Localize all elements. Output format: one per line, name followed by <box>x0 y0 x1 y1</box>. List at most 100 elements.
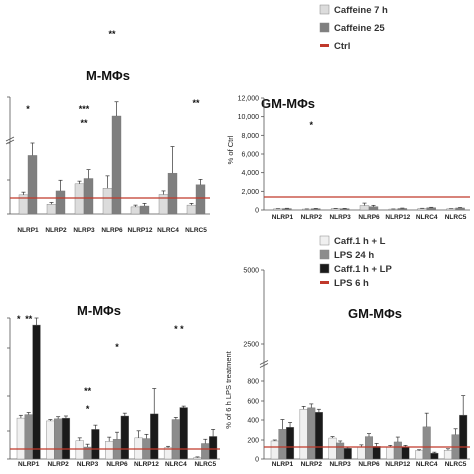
bar <box>195 184 206 215</box>
bar <box>179 407 188 460</box>
bar <box>299 409 308 460</box>
category-label: NLRP12 <box>134 461 159 468</box>
bar <box>150 413 159 460</box>
legend-swatch <box>319 249 330 260</box>
bar <box>415 450 424 460</box>
legend-swatch <box>319 263 330 274</box>
significance-marker: ** <box>25 314 33 324</box>
bar <box>61 417 71 460</box>
bar <box>102 188 113 215</box>
y-tick-label: 0 <box>255 457 259 464</box>
significance-marker: * <box>310 120 314 130</box>
panel-m-mphi-lps: M-MΦs NLRP1 NLRP2 NLRP3 NLRP6 NLRP12 NLRC4 NLRC… <box>7 303 220 468</box>
legend-bottom: Caff.1 h + L LPS 24 h Caff.1 h + LP LPS 6 h <box>319 235 392 289</box>
bar <box>91 429 100 460</box>
bar <box>393 441 402 460</box>
significance-marker: * <box>17 314 21 324</box>
bar <box>422 426 431 460</box>
category-label: NLRP12 <box>385 214 410 221</box>
bar <box>83 178 94 215</box>
significance-marker: ** <box>84 386 92 396</box>
bar <box>401 447 410 460</box>
bar <box>167 172 178 215</box>
bar <box>54 418 63 460</box>
bar <box>27 155 38 215</box>
y-tick-label: 400 <box>247 418 259 425</box>
bar <box>282 208 292 211</box>
y-tick-label: 0 <box>255 208 259 215</box>
bar <box>120 415 129 460</box>
significance-marker: ** <box>80 118 88 128</box>
legend-label: LPS 24 h <box>334 250 374 261</box>
panel-gm-mphi-lps: GM-MΦs 5000 2500 800 600 400 200 0 % of 6 h LPS … <box>224 268 470 468</box>
bar <box>105 441 114 460</box>
y-tick-label: 2500 <box>243 342 259 349</box>
legend-swatch <box>319 4 330 15</box>
bar <box>311 208 321 211</box>
bar <box>278 429 287 460</box>
significance-marker: * <box>180 324 184 334</box>
bar <box>357 446 366 460</box>
y-axis-label: % of Ctrl <box>226 135 235 164</box>
legend-label: Caff.1 h + L <box>334 236 386 247</box>
bar <box>368 206 379 211</box>
bar <box>459 414 468 460</box>
axis-break-mark <box>5 136 15 142</box>
bar <box>372 446 381 460</box>
category-label: NLRC4 <box>416 214 438 221</box>
category-label: NLRP6 <box>106 461 128 468</box>
category-label: NLRP3 <box>77 461 99 468</box>
category-label: NLRP2 <box>301 461 323 468</box>
y-tick-label: 4,000 <box>241 170 259 177</box>
panel-title: GM-MΦs <box>261 96 315 111</box>
legend-swatch <box>319 235 330 246</box>
bar <box>201 443 210 460</box>
bar <box>193 457 202 460</box>
bar <box>330 208 341 211</box>
bar <box>359 205 370 211</box>
bar <box>386 447 395 460</box>
category-label: NLRC5 <box>194 461 216 468</box>
panel-title: GM-MΦs <box>348 306 402 321</box>
significance-marker: ** <box>192 98 200 108</box>
significance-marker: *** <box>79 104 90 114</box>
bar <box>74 183 85 215</box>
category-label: NLRC4 <box>416 461 438 468</box>
bar <box>336 442 345 460</box>
bar <box>139 205 150 215</box>
axis-break-mark <box>259 363 269 368</box>
bar <box>75 440 84 460</box>
category-label: NLRP12 <box>385 461 410 468</box>
bar <box>339 208 350 211</box>
legend-label: Caffeine 7 h <box>334 5 388 16</box>
bar <box>16 417 26 460</box>
bar <box>314 412 323 460</box>
bar <box>46 420 55 460</box>
panel-title: M-MΦs <box>77 303 121 318</box>
bar <box>328 437 337 460</box>
category-label: NLRP6 <box>101 227 123 234</box>
legend-label: Caffeine 25 <box>334 23 385 34</box>
category-label: NLRC4 <box>165 461 187 468</box>
category-label: NLRP3 <box>73 227 95 234</box>
category-label: NLRP1 <box>18 461 40 468</box>
axis-break-mark <box>259 360 269 365</box>
bar <box>24 414 33 460</box>
y-tick-label: 10,000 <box>238 114 260 121</box>
legend-top: Caffeine 7 h Caffeine 25 Ctrl <box>319 4 388 52</box>
significance-marker: * <box>174 324 178 334</box>
y-tick-label: 200 <box>247 438 259 445</box>
bar <box>417 208 427 211</box>
legend-swatch <box>319 22 330 33</box>
bar <box>186 204 197 215</box>
category-label: NLRP6 <box>358 461 380 468</box>
category-label: NLRP2 <box>45 227 67 234</box>
bar <box>307 407 316 460</box>
legend-swatch-line <box>320 281 329 284</box>
significance-marker: * <box>26 104 30 114</box>
bar <box>111 115 122 215</box>
y-tick-label: 12,000 <box>238 96 260 103</box>
category-label: NLRC5 <box>445 461 467 468</box>
